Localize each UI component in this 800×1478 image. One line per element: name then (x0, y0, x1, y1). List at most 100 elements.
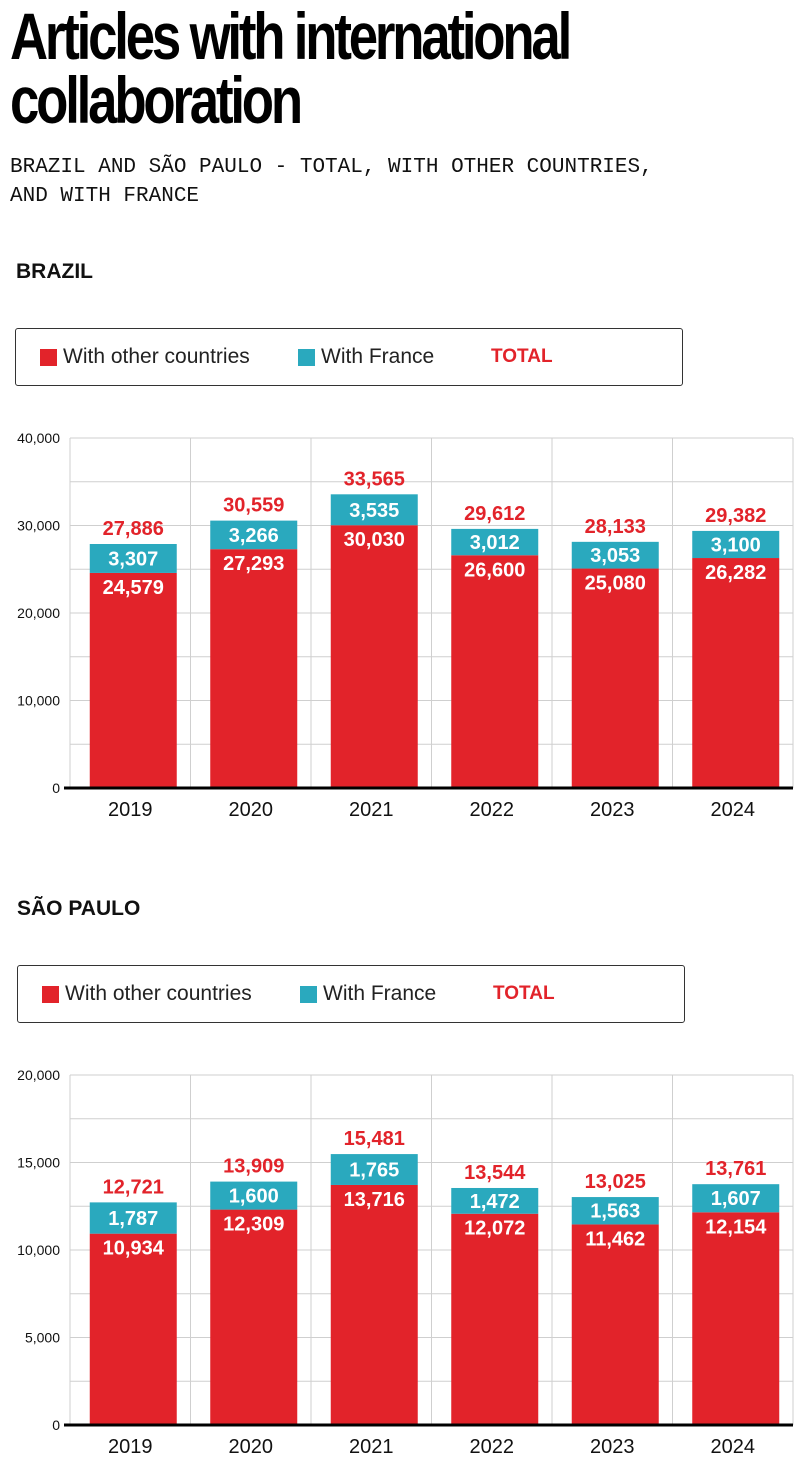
data-label-other: 13,716 (344, 1189, 405, 1211)
subtitle-line-1: BRAZIL AND SÃO PAULO - TOTAL, WITH OTHER… (10, 156, 653, 179)
data-label-france: 3,535 (349, 500, 399, 522)
data-label-france: 1,765 (349, 1160, 399, 1182)
data-label-total: 15,481 (344, 1128, 405, 1150)
bar-other (692, 1212, 780, 1425)
bar-france (210, 520, 298, 550)
data-label-total: 12,721 (103, 1176, 164, 1198)
y-tick-label: 20,000 (17, 605, 60, 621)
data-label-other: 12,309 (223, 1214, 284, 1236)
bar-france (451, 528, 539, 556)
legend-label-total: TOTAL (491, 346, 553, 367)
legend-label-france: With France (323, 982, 437, 1005)
legend-item-other: With other countries (42, 982, 252, 1006)
legend-swatch-france (300, 985, 317, 1003)
legend-label-france: With France (321, 345, 435, 368)
data-label-other: 10,934 (103, 1238, 165, 1260)
bar-france (571, 541, 659, 569)
y-tick-label: 15,000 (17, 1155, 60, 1171)
data-label-other: 24,579 (103, 577, 164, 599)
legend-label-other: With other countries (65, 982, 252, 1005)
bar-other (210, 549, 298, 788)
bar-other (89, 572, 177, 788)
legend-item-france: With France (298, 345, 434, 369)
x-tick-label: 2020 (229, 1436, 274, 1458)
bar-france (89, 543, 177, 573)
bar-other (692, 558, 780, 788)
data-label-france: 3,012 (470, 532, 520, 554)
legend-swatch-other (42, 985, 59, 1003)
bar-france (692, 530, 780, 559)
bar-other (571, 1224, 659, 1425)
x-tick-label: 2019 (108, 1436, 153, 1458)
title-line-2: collaboration (10, 63, 303, 137)
bar-france (571, 1197, 659, 1225)
data-label-france: 1,787 (108, 1208, 158, 1230)
data-label-total: 13,909 (223, 1156, 284, 1178)
data-label-total: 13,025 (585, 1171, 646, 1193)
bar-other (89, 1233, 177, 1425)
legend-sao-paulo: With other countries With France TOTAL (17, 965, 685, 1023)
data-label-other: 11,462 (585, 1228, 645, 1250)
data-label-total: 29,382 (705, 505, 766, 527)
title-line-1: Articles with international (10, 0, 572, 73)
y-tick-label: 10,000 (17, 693, 60, 709)
section-title-brazil: BRAZIL (16, 260, 93, 283)
legend-swatch-france (298, 348, 315, 366)
data-label-france: 3,266 (229, 525, 279, 547)
data-label-france: 3,307 (108, 548, 158, 570)
y-tick-label: 0 (52, 1417, 60, 1433)
data-label-other: 26,600 (464, 559, 525, 581)
y-tick-label: 10,000 (17, 1242, 60, 1258)
y-tick-label: 20,000 (17, 1067, 60, 1083)
bar-other (330, 525, 418, 788)
y-tick-label: 5,000 (25, 1330, 60, 1346)
data-label-france: 1,607 (711, 1188, 761, 1210)
legend-swatch-other (40, 348, 57, 366)
x-tick-label: 2021 (349, 1436, 394, 1458)
legend-brazil: With other countries With France TOTAL (15, 328, 683, 386)
x-tick-label: 2021 (349, 799, 394, 821)
data-label-other: 12,154 (705, 1216, 767, 1238)
data-label-total: 30,559 (223, 495, 284, 517)
y-tick-label: 0 (52, 780, 60, 796)
y-tick-label: 40,000 (17, 430, 60, 446)
data-label-france: 1,600 (229, 1186, 279, 1208)
y-tick-label: 30,000 (17, 518, 60, 534)
data-label-total: 29,612 (464, 503, 525, 525)
data-label-total: 28,133 (585, 516, 646, 538)
data-label-total: 27,886 (103, 518, 164, 540)
data-label-total: 13,761 (705, 1158, 766, 1180)
bar-france (692, 1184, 780, 1213)
data-label-other: 12,072 (464, 1218, 525, 1240)
data-label-france: 1,472 (470, 1191, 520, 1213)
bar-france (210, 1181, 298, 1210)
x-tick-label: 2024 (711, 1436, 756, 1458)
x-tick-label: 2024 (711, 799, 756, 821)
data-label-total: 33,565 (344, 468, 405, 490)
legend-item-other: With other countries (40, 345, 250, 369)
legend-label-other: With other countries (63, 345, 250, 368)
data-label-france: 1,563 (590, 1201, 640, 1223)
bar-other (571, 568, 659, 788)
x-tick-label: 2020 (229, 799, 274, 821)
data-label-total: 13,544 (464, 1162, 526, 1184)
data-label-other: 27,293 (223, 553, 284, 575)
data-label-other: 25,080 (585, 573, 646, 595)
bar-france (330, 1154, 418, 1185)
bar-other (451, 555, 539, 788)
section-title-sao-paulo: SÃO PAULO (17, 897, 141, 920)
data-label-france: 3,100 (711, 534, 761, 556)
data-label-other: 30,030 (344, 529, 405, 551)
bar-other (210, 1209, 298, 1425)
x-tick-label: 2019 (108, 799, 153, 821)
data-label-france: 3,053 (590, 545, 640, 567)
x-tick-label: 2022 (470, 1436, 515, 1458)
bar-france (451, 1187, 539, 1214)
page-title: Articles with international collaboratio… (10, 3, 634, 133)
data-label-other: 26,282 (705, 562, 766, 584)
page-subtitle: BRAZIL AND SÃO PAULO - TOTAL, WITH OTHER… (10, 153, 790, 211)
bar-other (451, 1213, 539, 1425)
subtitle-line-2: AND WITH FRANCE (10, 185, 200, 208)
bar-france (89, 1202, 177, 1234)
